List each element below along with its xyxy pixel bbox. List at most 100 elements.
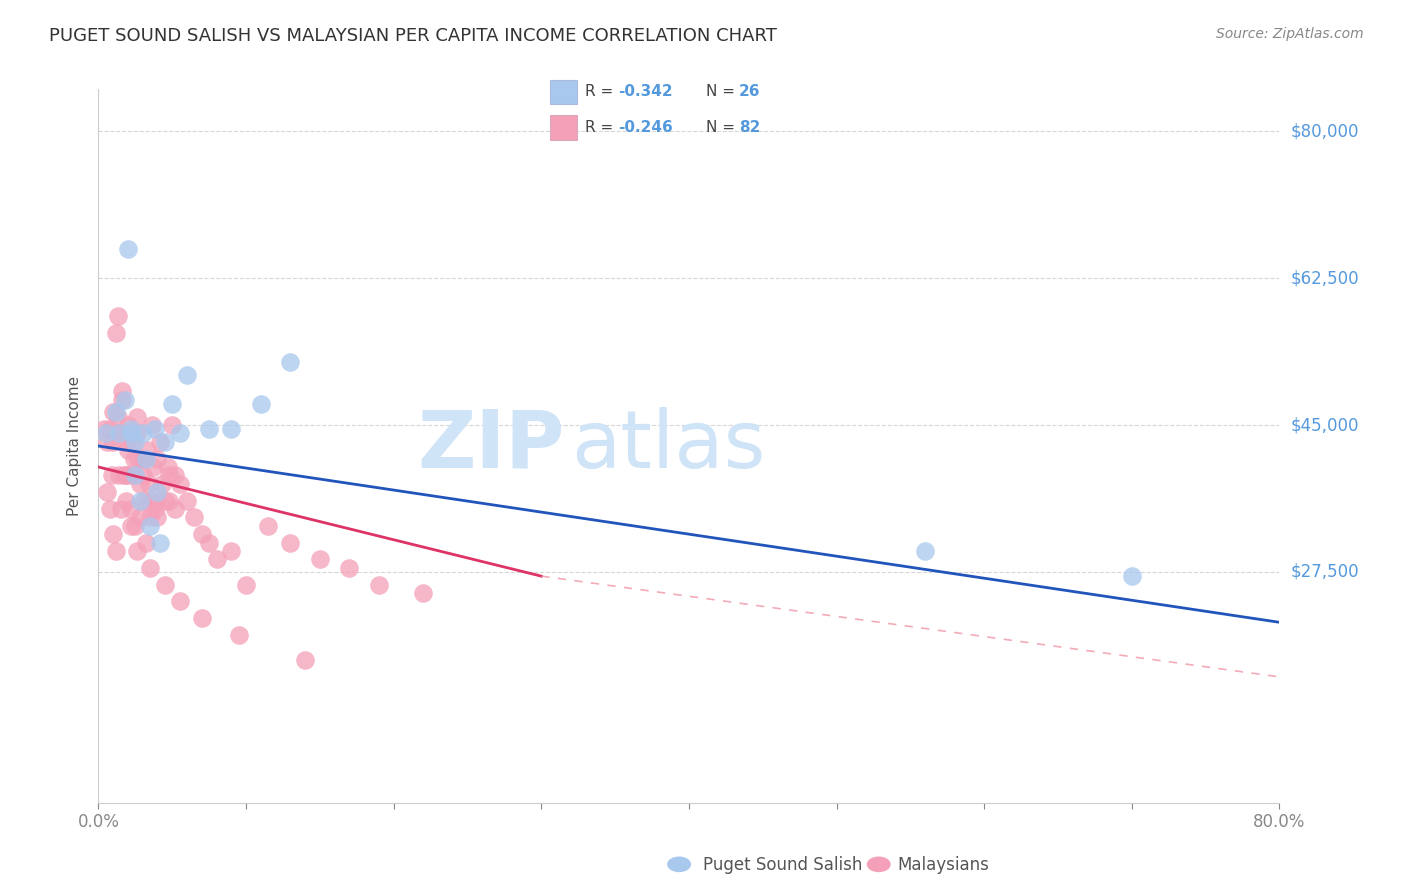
Point	[108, 468, 131, 483]
Point	[114, 434, 136, 449]
Point	[157, 468, 180, 483]
Point	[124, 468, 146, 483]
Point	[138, 476, 160, 491]
Point	[176, 493, 198, 508]
Point	[114, 468, 136, 483]
Point	[93, 422, 115, 436]
Point	[146, 510, 169, 524]
Point	[162, 397, 183, 411]
Point	[278, 355, 302, 369]
Text: $45,000: $45,000	[1291, 416, 1360, 434]
Text: $27,500: $27,500	[1291, 563, 1360, 581]
Point	[235, 577, 257, 591]
Point	[146, 451, 169, 466]
Point	[135, 535, 157, 549]
Point	[228, 628, 250, 642]
Point	[337, 560, 360, 574]
Point	[191, 611, 214, 625]
Point	[165, 468, 187, 483]
Text: R =: R =	[585, 120, 619, 135]
Point	[103, 405, 125, 419]
Bar	[550, 79, 576, 104]
Text: N =: N =	[706, 85, 740, 99]
Point	[120, 426, 142, 441]
Y-axis label: Per Capita Income: Per Capita Income	[67, 376, 83, 516]
Point	[153, 434, 176, 449]
Point	[205, 552, 228, 566]
Point	[143, 422, 166, 436]
Point	[125, 426, 148, 441]
Point	[103, 434, 125, 449]
Point	[183, 510, 205, 524]
Point	[219, 422, 242, 436]
Point	[139, 510, 162, 524]
Point	[117, 417, 139, 432]
Point	[132, 451, 155, 466]
Point	[105, 405, 128, 419]
Point	[169, 594, 191, 608]
Point	[153, 493, 176, 508]
Point	[96, 434, 118, 449]
Text: $80,000: $80,000	[1291, 122, 1360, 140]
Point	[139, 518, 162, 533]
Point	[134, 493, 156, 508]
Text: PUGET SOUND SALISH VS MALAYSIAN PER CAPITA INCOME CORRELATION CHART: PUGET SOUND SALISH VS MALAYSIAN PER CAPI…	[49, 27, 778, 45]
Point	[146, 485, 169, 500]
Text: N =: N =	[706, 120, 740, 135]
Point	[100, 468, 122, 483]
Point	[128, 510, 150, 524]
Point	[132, 426, 155, 441]
Point	[120, 422, 142, 436]
Point	[309, 552, 332, 566]
Text: -0.246: -0.246	[619, 120, 673, 135]
Text: -0.342: -0.342	[619, 85, 672, 99]
Point	[156, 460, 179, 475]
Text: $62,500: $62,500	[1291, 269, 1360, 287]
Point	[142, 460, 165, 475]
Point	[118, 468, 141, 483]
Point	[219, 544, 242, 558]
Point	[257, 518, 280, 533]
Point	[157, 493, 180, 508]
Point	[198, 422, 221, 436]
Point	[1121, 569, 1143, 583]
Point	[278, 535, 302, 549]
Point	[107, 309, 129, 323]
Point	[124, 434, 146, 449]
Point	[110, 502, 132, 516]
Point	[111, 384, 134, 399]
Point	[198, 535, 221, 549]
Point	[98, 502, 121, 516]
Point	[250, 397, 273, 411]
Text: R =: R =	[585, 85, 619, 99]
Point	[114, 392, 136, 407]
Point	[169, 426, 191, 441]
Point	[125, 409, 148, 424]
Text: ZIP: ZIP	[418, 407, 565, 485]
Point	[143, 502, 166, 516]
Point	[107, 409, 129, 424]
Point	[124, 518, 146, 533]
Point	[105, 544, 128, 558]
Text: Malaysians: Malaysians	[897, 856, 988, 874]
Point	[146, 493, 169, 508]
Point	[139, 493, 162, 508]
Point	[136, 443, 159, 458]
Point	[125, 544, 148, 558]
Point	[103, 527, 125, 541]
Point	[127, 451, 149, 466]
Point	[117, 426, 139, 441]
Point	[149, 434, 172, 449]
Point	[128, 476, 150, 491]
Text: Puget Sound Salish: Puget Sound Salish	[703, 856, 862, 874]
Point	[141, 417, 163, 432]
Point	[117, 443, 139, 458]
Point	[120, 518, 142, 533]
Point	[110, 426, 132, 441]
Point	[98, 422, 121, 436]
Point	[132, 451, 155, 466]
Point	[132, 468, 155, 483]
Point	[124, 468, 146, 483]
Point	[128, 493, 150, 508]
Point	[169, 476, 191, 491]
